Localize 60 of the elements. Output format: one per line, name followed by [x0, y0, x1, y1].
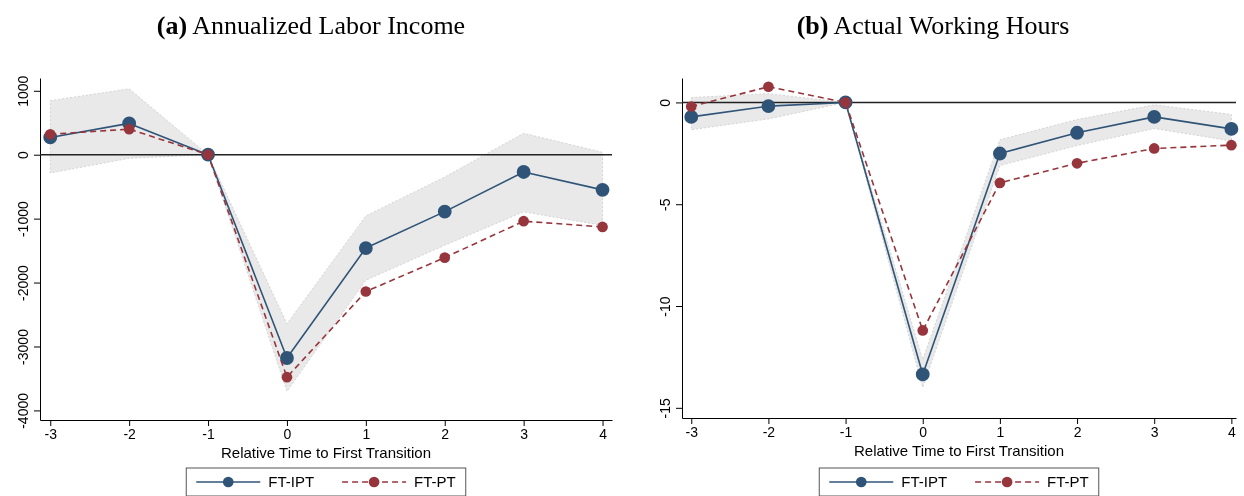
x-tick-label: 0 — [283, 425, 292, 442]
chart-title: (a) Annualized Labor Income — [156, 11, 466, 40]
point — [358, 241, 373, 255]
point — [518, 215, 529, 227]
x-tick-label: 4 — [1227, 423, 1236, 440]
x-tick-label: 2 — [1073, 423, 1082, 440]
y-tick-label: -3000 — [15, 328, 31, 365]
point — [917, 325, 929, 336]
point — [1147, 109, 1162, 124]
point — [994, 177, 1006, 189]
x-tick-label: -2 — [762, 423, 776, 440]
legend-label: FT-IPT — [901, 473, 948, 490]
point — [439, 252, 451, 263]
y-tick-label: -2000 — [15, 264, 31, 301]
x-tick-label: 1 — [362, 425, 371, 442]
point — [597, 221, 608, 233]
y-tick-label: -4000 — [15, 392, 31, 429]
point — [1224, 122, 1239, 136]
legend-label: FT-IPT — [268, 473, 315, 490]
chart-title: (b) Actual Working Hours — [796, 11, 1070, 40]
x-tick-label: 3 — [520, 425, 529, 442]
point — [44, 128, 56, 140]
point — [595, 182, 610, 197]
point — [684, 109, 699, 124]
y-tick-label: -15 — [657, 397, 673, 419]
y-tick-label: 0 — [15, 151, 31, 160]
x-tick-label: -3 — [685, 423, 699, 440]
x-tick-label: 1 — [996, 423, 1005, 440]
x-tick-label: 3 — [1150, 423, 1159, 440]
x-axis-title: Relative Time to First Transition — [220, 444, 432, 461]
y-tick-label: -5 — [657, 198, 673, 211]
point — [516, 165, 531, 179]
y-tick-label: -1000 — [15, 201, 31, 238]
y-tick-label: -10 — [657, 296, 673, 317]
point — [123, 123, 135, 135]
point — [915, 367, 930, 382]
point — [1070, 125, 1084, 140]
y-tick-label: 0 — [657, 98, 673, 107]
point — [763, 81, 774, 93]
point — [1148, 143, 1160, 154]
point — [1226, 139, 1237, 151]
point — [281, 371, 293, 383]
point — [360, 286, 372, 297]
point — [992, 146, 1007, 161]
x-tick-label: 2 — [441, 425, 450, 442]
x-tick-label: -2 — [123, 425, 137, 442]
x-tick-label: -1 — [202, 425, 215, 442]
point — [280, 351, 294, 365]
point — [1071, 157, 1083, 169]
legend-label: FT-PT — [414, 473, 456, 490]
point — [437, 204, 452, 219]
y-tick-label: 1000 — [15, 75, 31, 107]
point — [685, 101, 697, 112]
x-axis-title: Relative Time to First Transition — [853, 442, 1065, 459]
point — [761, 99, 776, 113]
x-tick-label: 4 — [599, 425, 608, 442]
legend-label: FT-PT — [1047, 473, 1089, 490]
x-tick-label: -1 — [839, 423, 853, 440]
x-tick-label: 0 — [919, 423, 928, 440]
x-tick-label: -3 — [44, 425, 58, 442]
